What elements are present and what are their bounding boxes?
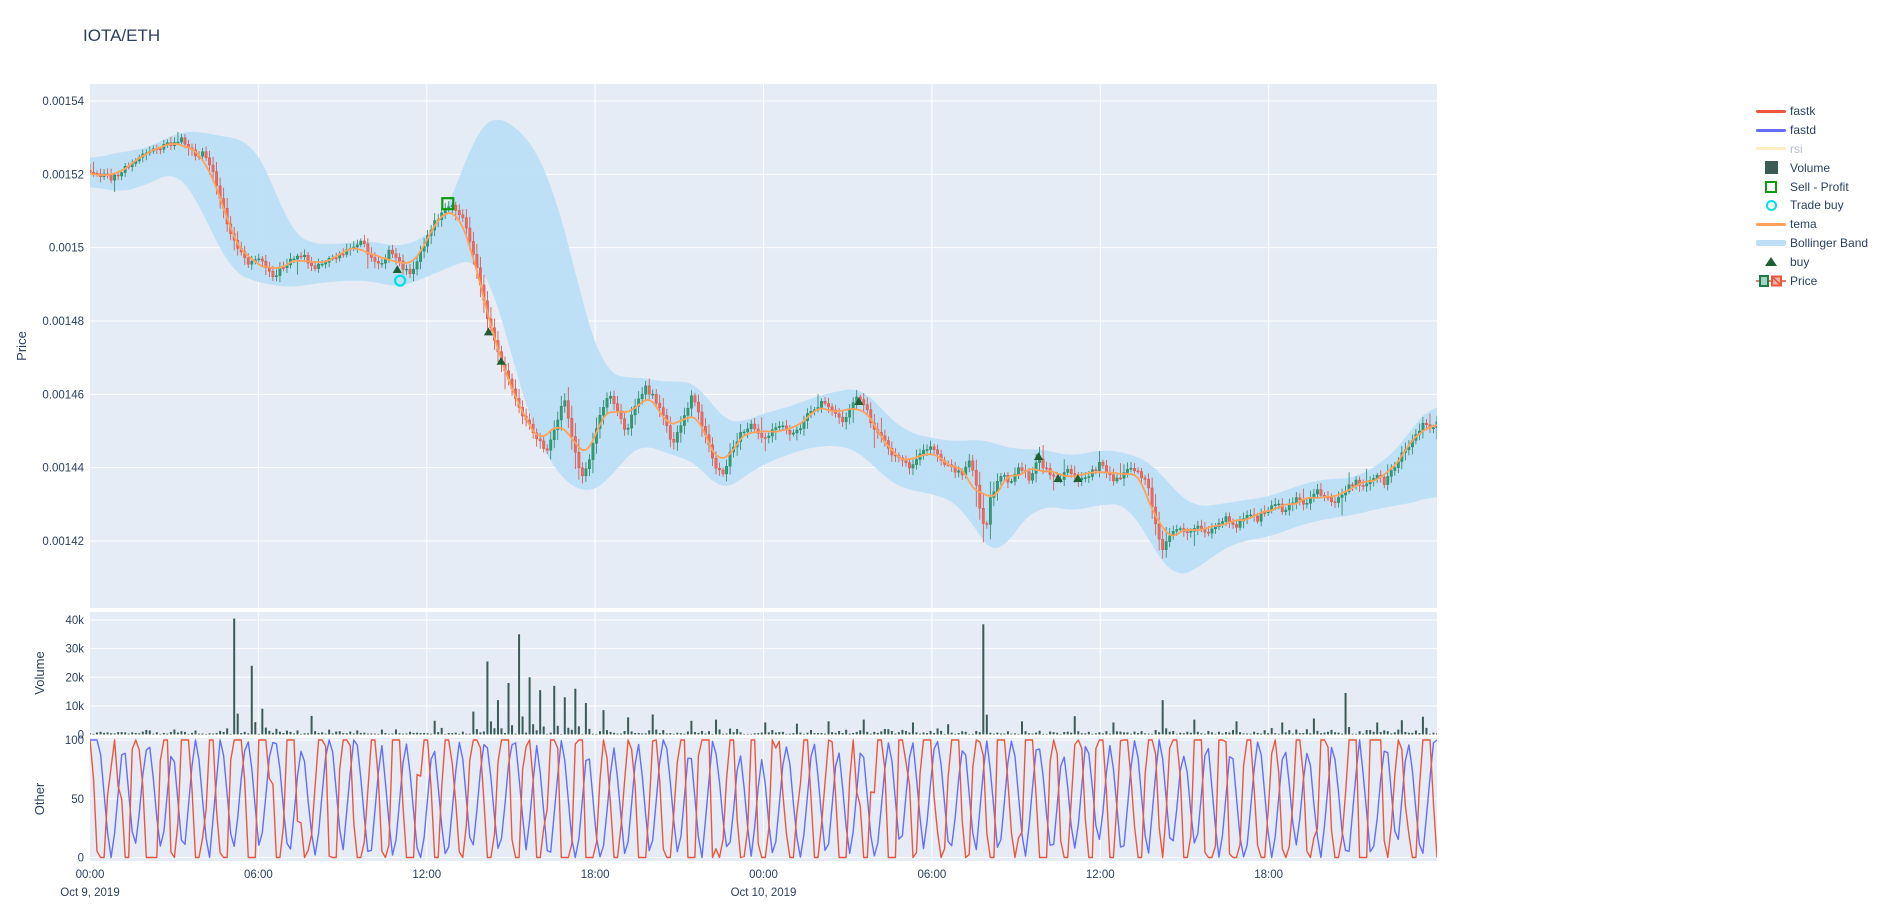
x-tick-label: 00:00 [749,869,778,881]
legend-label: rsi [1790,141,1803,156]
trade-buy-marker[interactable] [393,274,407,287]
legend-label: fastd [1790,123,1817,138]
volume-tick-label: 20k [65,672,84,684]
other-tick-label: 100 [65,735,84,747]
x-tick-label: 00:00 [76,869,105,881]
x-tick-label: 18:00 [1254,869,1283,881]
buy-marker[interactable] [1053,474,1063,483]
legend-item-buy[interactable]: buy [1752,252,1868,271]
x-tick-label: 06:00 [244,869,273,881]
legend-item-bollinger-band[interactable]: Bollinger Band [1752,234,1868,253]
legend-item-sell-profit[interactable]: Sell - Profit [1752,177,1868,196]
legend-label: tema [1790,217,1817,232]
price-tick-label: 0.00148 [42,316,84,328]
other-axis-title: Other [32,782,47,816]
tema-swatch-icon [1752,215,1790,234]
x-tick-label: 06:00 [917,869,946,881]
other-tick-label: 50 [71,794,84,806]
price-swatch-icon [1752,271,1790,290]
legend: fastk fastd rsi Volume Sell - Profit Trade bu… [1752,102,1868,290]
legend-item-tema[interactable]: tema [1752,215,1868,234]
x-tick-label: 12:00 [412,869,441,881]
legend-label: Trade buy [1790,198,1844,213]
oscillator-lines [90,739,1437,859]
price-tick-label: 0.00152 [42,169,84,181]
rsi-swatch-icon [1752,140,1790,159]
price-tick-label: 0.00146 [42,389,84,401]
buy-marker[interactable] [1073,474,1083,483]
volume-tick-label: 10k [65,701,84,713]
buy-marker[interactable] [496,356,506,365]
legend-label: Price [1790,273,1818,288]
buy-marker[interactable] [483,327,494,336]
legend-label: fastk [1790,104,1816,119]
x-tick-label: 18:00 [581,869,610,881]
price-tick-label: 0.00142 [42,536,84,548]
sell-profit-marker[interactable] [441,197,455,211]
sell-profit-swatch-icon [1752,177,1790,196]
volume-tick-label: 40k [65,615,84,627]
volume-swatch-icon [1752,158,1790,177]
price-tick-label: 0.00144 [42,463,84,475]
other-tick-label: 0 [78,853,84,865]
price-tick-label: 0.0015 [49,243,84,255]
fastk-line [90,739,1437,859]
volume-bars [90,618,1437,735]
legend-item-volume[interactable]: Volume [1752,158,1868,177]
chart-title: IOTA/ETH [83,26,161,45]
x-date-label: Oct 9, 2019 [60,887,119,899]
fastd-line [90,739,1437,859]
legend-label: Volume [1790,160,1831,175]
bollinger-band-area [90,119,1437,574]
volume-tick-label: 0 [78,730,84,742]
legend-item-rsi[interactable]: rsi [1752,140,1868,159]
price-tick-label: 0.00154 [42,96,84,108]
volume-tick-label: 30k [65,644,84,656]
tema-line [90,143,1437,537]
trade-buy-swatch-icon [1752,196,1790,215]
fastd-swatch-icon [1752,121,1790,140]
x-date-label: Oct 10, 2019 [731,887,797,899]
legend-label: Sell - Profit [1790,179,1849,194]
volume-axis-title: Volume [32,651,47,695]
legend-item-price[interactable]: Price [1752,271,1868,290]
legend-item-fastk[interactable]: fastk [1752,102,1868,121]
legend-label: Bollinger Band [1790,235,1869,250]
price-axis-title: Price [14,331,29,361]
bollinger-band-swatch-icon [1752,234,1790,253]
buy-swatch-icon [1752,252,1790,271]
fastk-swatch-icon [1752,102,1790,121]
buy-marker[interactable] [854,397,864,406]
x-tick-label: 12:00 [1086,869,1115,881]
buy-marker[interactable] [1033,452,1044,461]
buy-marker[interactable] [392,265,402,274]
trade-markers [392,197,1083,483]
legend-label: buy [1790,254,1810,269]
legend-item-trade-buy[interactable]: Trade buy [1752,196,1868,215]
legend-item-fastd[interactable]: fastd [1752,121,1868,140]
